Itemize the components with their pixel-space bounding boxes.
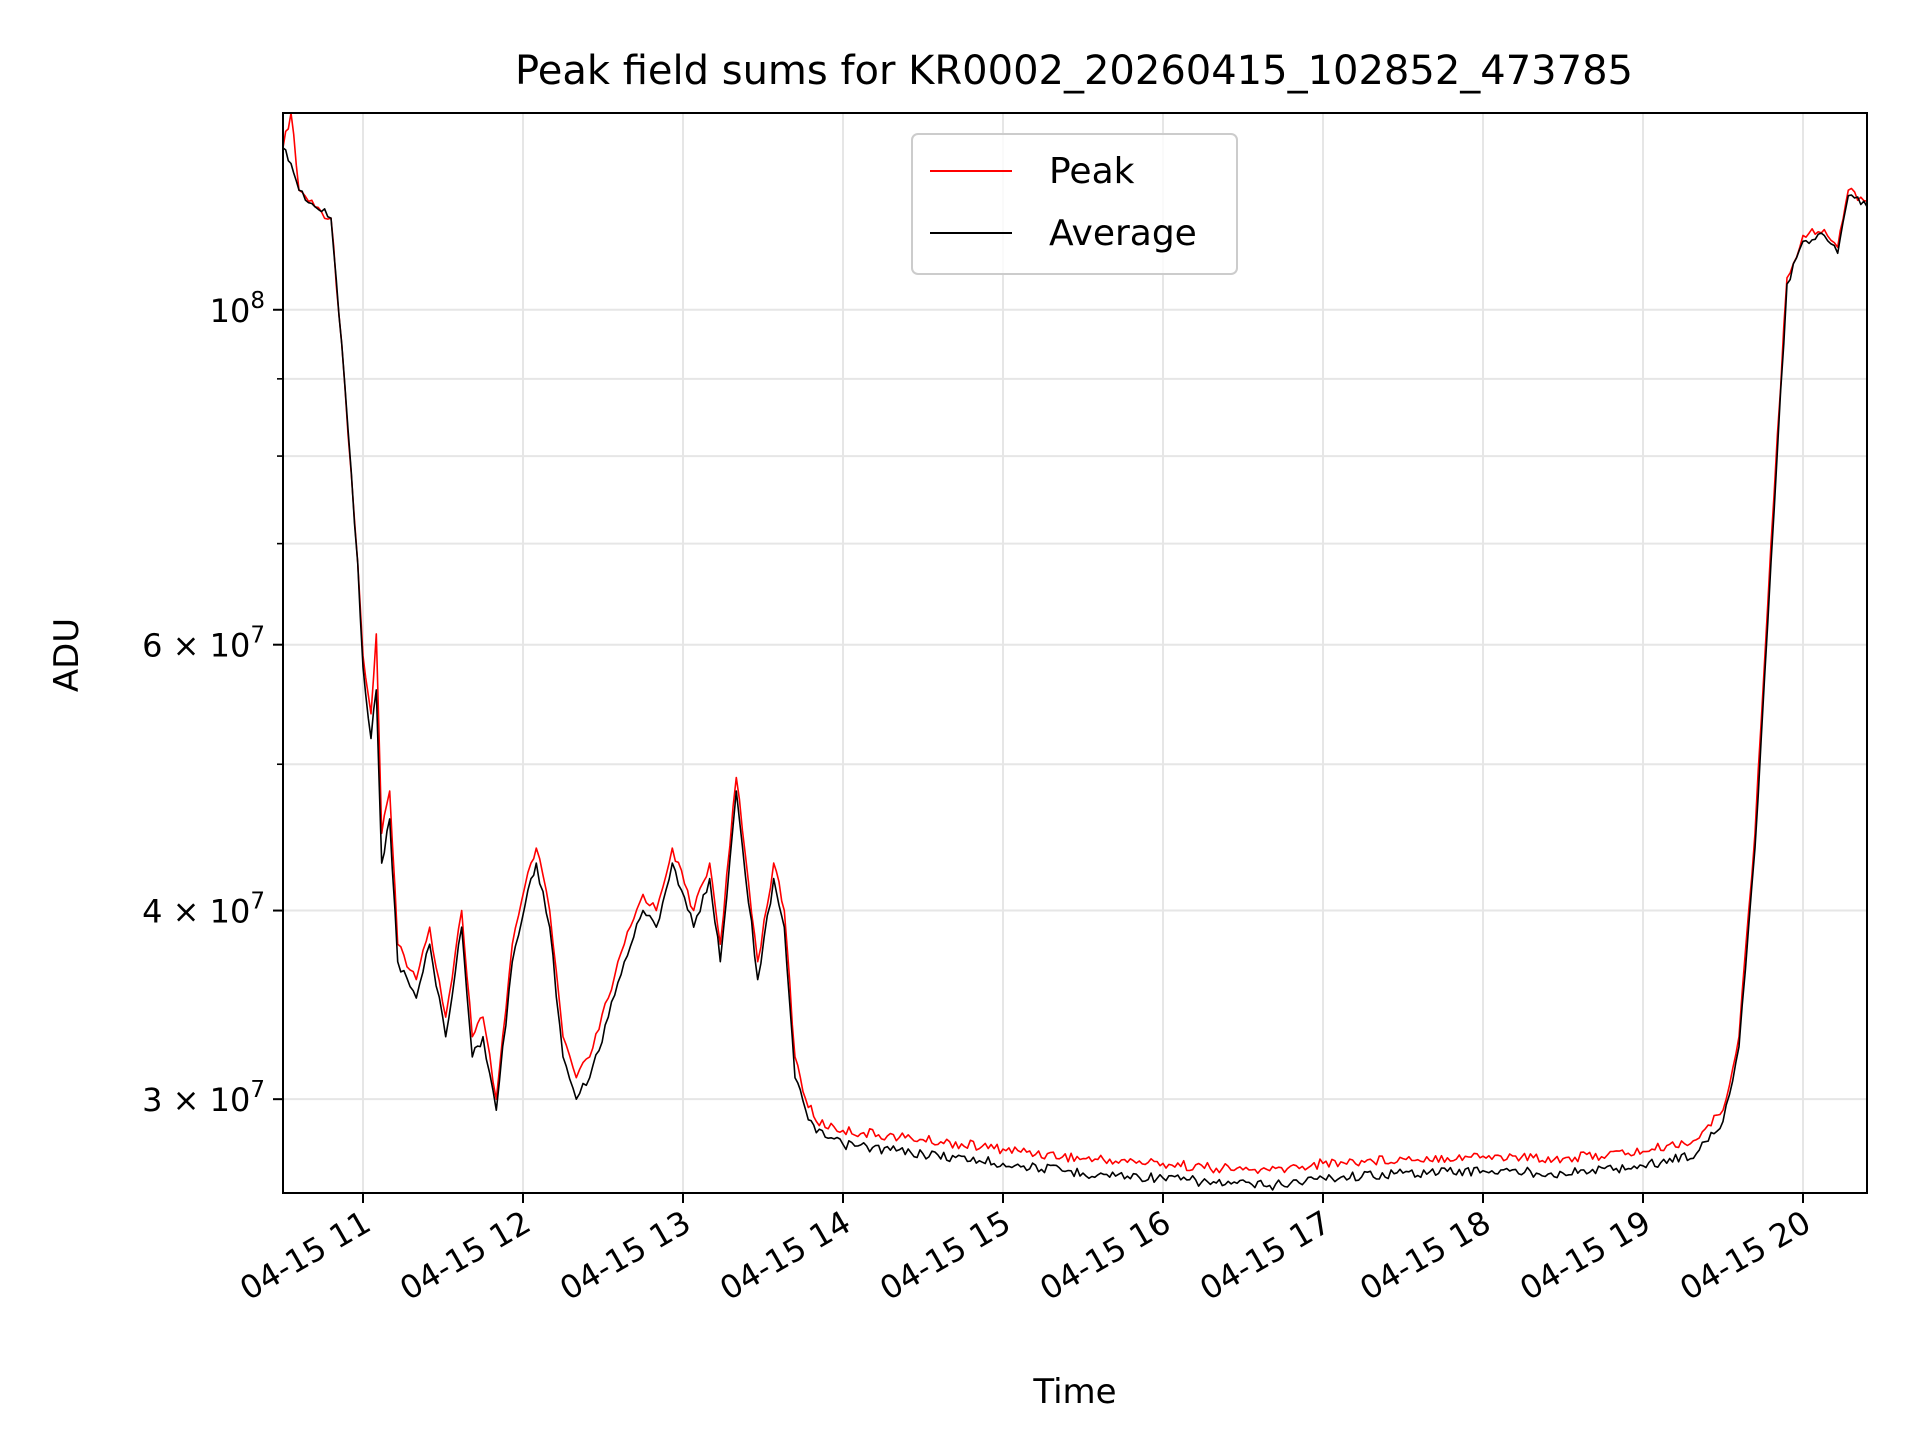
y-tick-label: 3 × 107 (142, 1077, 265, 1119)
y-axis: 108 6 × 107 4 × 107 3 × 107 (142, 288, 283, 1119)
series-area (283, 113, 1867, 1191)
x-axis-label: Time (1032, 1372, 1116, 1412)
legend-label-peak: Peak (1049, 151, 1135, 192)
chart-title: Peak field sums for KR0002_20260415_1028… (515, 48, 1633, 94)
plot-frame (282, 112, 1868, 1194)
legend-label-average: Average (1049, 213, 1197, 254)
legend: Peak Average (911, 133, 1238, 275)
legend-frame (911, 133, 1238, 275)
series-line-peak (283, 113, 1867, 1175)
y-tick-label: 6 × 107 (142, 623, 265, 665)
series-line-average (283, 147, 1867, 1191)
grid (283, 113, 1867, 1193)
y-tick-label: 108 (210, 288, 265, 330)
y-axis-label: ADU (47, 618, 87, 692)
y-tick-label: 4 × 107 (142, 889, 265, 931)
